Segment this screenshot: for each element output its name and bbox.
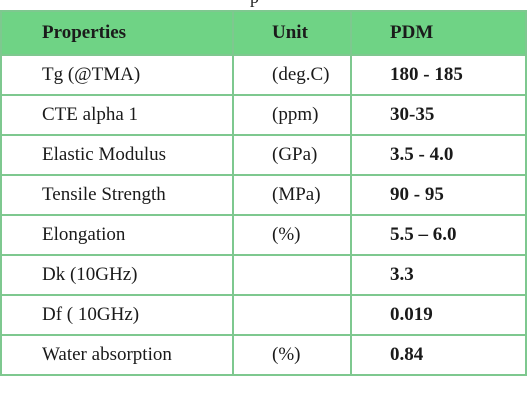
header-unit: Unit [232,10,352,56]
value-cell: 3.3 [350,254,527,296]
value-cell: 180 - 185 [350,54,527,96]
table-row: Tensile Strength (MPa) 90 - 95 [0,174,527,216]
value-cell: 0.84 [350,334,527,376]
table-row: Tg (@TMA) (deg.C) 180 - 185 [0,54,527,96]
table-row: Elastic Modulus (GPa) 3.5 - 4.0 [0,134,527,176]
property-cell: Dk (10GHz) [0,254,234,296]
value-cell: 90 - 95 [350,174,527,216]
caption-fragment: p [250,0,259,6]
table-row: Elongation (%) 5.5 – 6.0 [0,214,527,256]
property-cell: CTE alpha 1 [0,94,234,136]
property-cell: Df ( 10GHz) [0,294,234,336]
unit-cell: (ppm) [232,94,352,136]
unit-cell [232,294,352,336]
properties-table: Properties Unit PDM Tg (@TMA) (deg.C) 18… [0,10,527,376]
property-cell: Water absorption [0,334,234,376]
unit-cell: (MPa) [232,174,352,216]
table-row: Df ( 10GHz) 0.019 [0,294,527,336]
unit-cell: (deg.C) [232,54,352,96]
unit-cell [232,254,352,296]
value-cell: 30-35 [350,94,527,136]
header-properties: Properties [0,10,234,56]
unit-cell: (%) [232,214,352,256]
value-cell: 3.5 - 4.0 [350,134,527,176]
property-cell: Elastic Modulus [0,134,234,176]
property-cell: Tg (@TMA) [0,54,234,96]
header-pdm: PDM [350,10,527,56]
value-cell: 0.019 [350,294,527,336]
value-cell: 5.5 – 6.0 [350,214,527,256]
unit-cell: (%) [232,334,352,376]
unit-cell: (GPa) [232,134,352,176]
table-row: CTE alpha 1 (ppm) 30-35 [0,94,527,136]
property-cell: Tensile Strength [0,174,234,216]
table-header-row: Properties Unit PDM [0,10,527,56]
table-row: Dk (10GHz) 3.3 [0,254,527,296]
table-row: Water absorption (%) 0.84 [0,334,527,376]
property-cell: Elongation [0,214,234,256]
